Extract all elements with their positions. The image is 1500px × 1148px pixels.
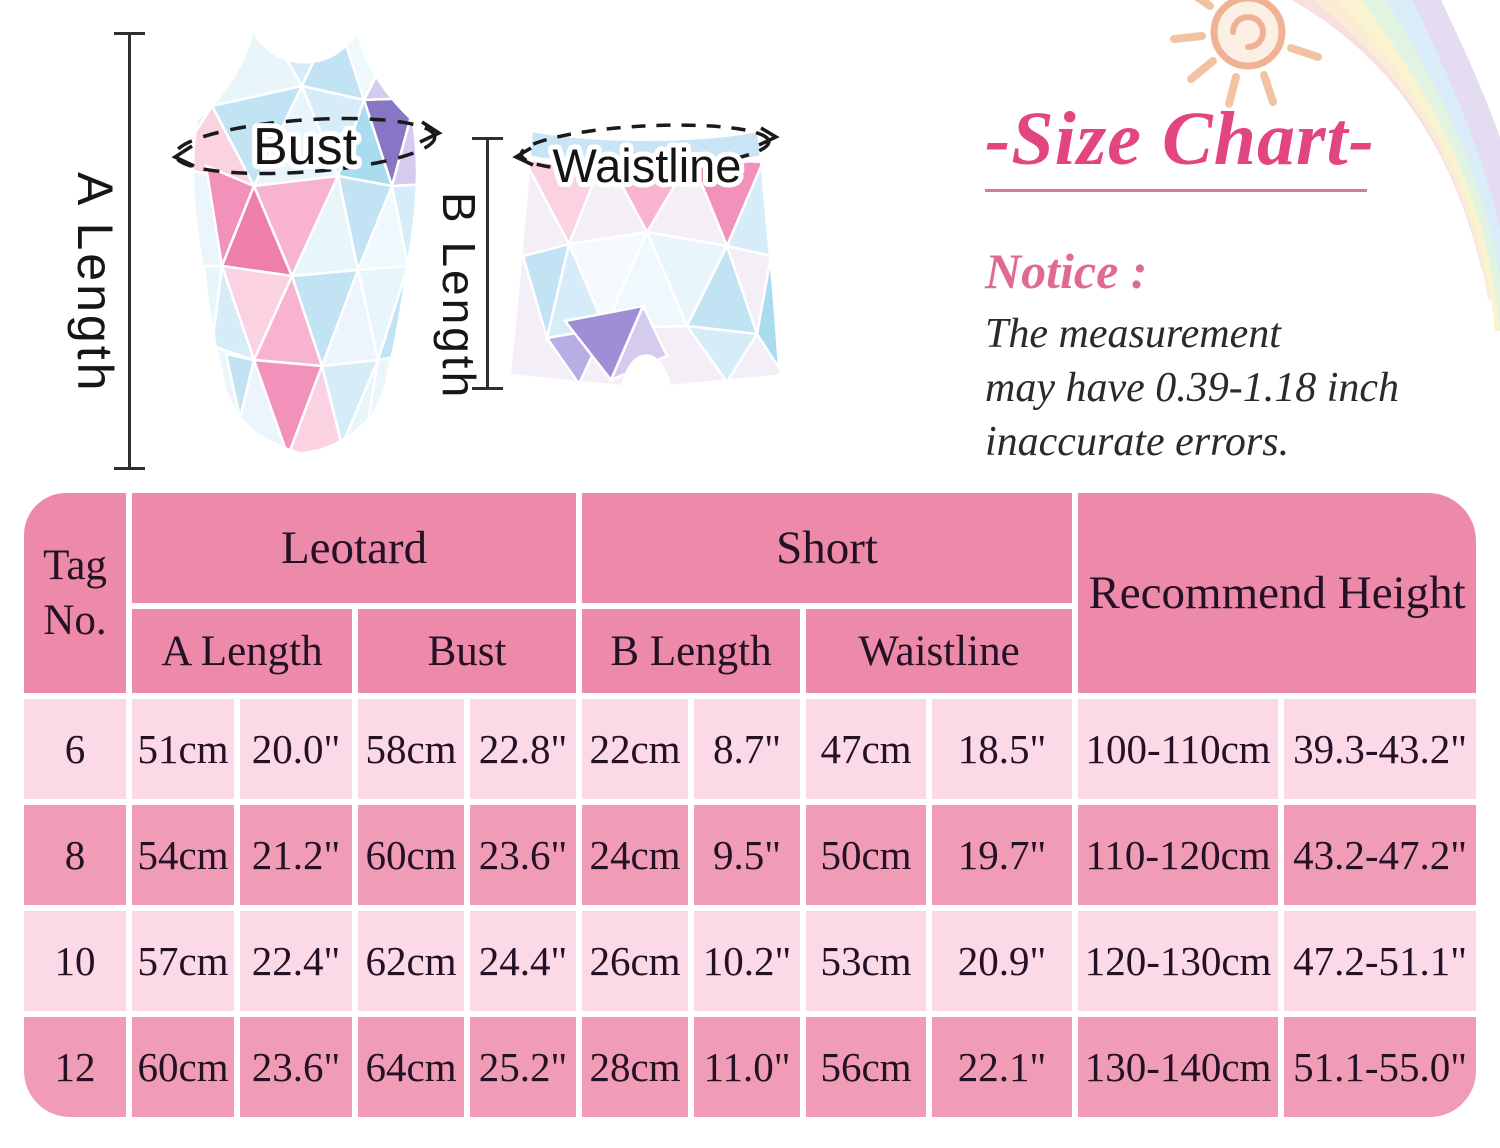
table-cell: 21.2" <box>240 805 352 905</box>
table-row: 6 51cm 20.0" 58cm 22.8" 22cm 8.7" 47cm 1… <box>24 699 1477 799</box>
table-cell: 26cm <box>582 911 689 1011</box>
col-header-a-length: A Length <box>132 609 352 693</box>
waistband <box>529 130 761 167</box>
notice-line: The measurement <box>985 311 1281 357</box>
table-cell: 23.6" <box>470 805 577 905</box>
notice-text: The measurement may have 0.39-1.18 inch … <box>985 308 1445 469</box>
table-cell: 51.1-55.0" <box>1284 1017 1477 1117</box>
table-cell: 22.8" <box>470 699 577 799</box>
a-length-measure-line <box>114 32 145 470</box>
tag-line: Tag <box>43 542 107 589</box>
table-cell: 22.4" <box>240 911 352 1011</box>
a-length-label: A Length <box>67 172 123 394</box>
table-cell: 62cm <box>358 911 464 1011</box>
table-cell: 24cm <box>582 805 689 905</box>
waistline-girth-ring <box>512 123 780 173</box>
table-cell: 43.2-47.2" <box>1284 805 1477 905</box>
size-table: Tag No. Leotard Short Recommend Height A… <box>18 487 1482 1123</box>
table-cell: 56cm <box>806 1017 927 1117</box>
notice-line: inaccurate errors. <box>985 418 1290 465</box>
table-cell: 22cm <box>582 699 689 799</box>
table-cell: 10.2" <box>694 911 801 1011</box>
table-cell: 19.7" <box>932 805 1073 905</box>
table-cell: 54cm <box>132 805 234 905</box>
table-row: 10 57cm 22.4" 62cm 24.4" 26cm 10.2" 53cm… <box>24 911 1477 1011</box>
table-cell: 47cm <box>806 699 927 799</box>
table-cell: 18.5" <box>932 699 1073 799</box>
b-length-label: B Length <box>433 192 485 401</box>
table-cell: 23.6" <box>240 1017 352 1117</box>
rainbow-icon <box>1291 0 1500 333</box>
tag-cell: 6 <box>24 699 126 799</box>
table-cell: 58cm <box>358 699 464 799</box>
table-cell: 28cm <box>582 1017 689 1117</box>
sun-icon <box>1170 0 1322 108</box>
table-cell: 100-110cm <box>1078 699 1279 799</box>
bust-girth-ring <box>171 116 443 176</box>
table-cell: 130-140cm <box>1078 1017 1279 1117</box>
table-cell: 53cm <box>806 911 927 1011</box>
col-header-bust: Bust <box>358 609 577 693</box>
title-underline <box>985 189 1367 192</box>
table-cell: 20.9" <box>932 911 1073 1011</box>
table-cell: 64cm <box>358 1017 464 1117</box>
table-row: 8 54cm 21.2" 60cm 23.6" 24cm 9.5" 50cm 1… <box>24 805 1477 905</box>
table-cell: 47.2-51.1" <box>1284 911 1477 1011</box>
table-cell: 8.7" <box>694 699 801 799</box>
col-header-waistline: Waistline <box>806 609 1073 693</box>
leotard-illustration: Bust <box>171 14 443 459</box>
table-cell: 110-120cm <box>1078 805 1279 905</box>
col-header-short: Short <box>582 493 1073 603</box>
table-cell: 60cm <box>132 1017 234 1117</box>
shorts-illustration: Waistline <box>506 123 785 390</box>
table-cell: 20.0" <box>240 699 352 799</box>
table-cell: 9.5" <box>694 805 801 905</box>
table-cell: 11.0" <box>694 1017 801 1117</box>
table-cell: 51cm <box>132 699 234 799</box>
tag-cell: 12 <box>24 1017 126 1117</box>
waistline-label: Waistline <box>553 139 742 192</box>
table-cell: 60cm <box>358 805 464 905</box>
table-cell: 50cm <box>806 805 927 905</box>
tag-cell: 10 <box>24 911 126 1011</box>
col-header-tag-no: Tag No. <box>24 493 126 693</box>
notice-line: may have 0.39-1.18 inch <box>985 364 1400 411</box>
bust-label: Bust <box>253 118 358 176</box>
col-header-b-length: B Length <box>582 609 801 693</box>
table-cell: 120-130cm <box>1078 911 1279 1011</box>
table-cell: 22.1" <box>932 1017 1073 1117</box>
col-header-leotard: Leotard <box>132 493 577 603</box>
collar-trim <box>247 19 363 64</box>
page-title: -Size Chart- <box>985 97 1375 181</box>
table-row: 12 60cm 23.6" 64cm 25.2" 28cm 11.0" 56cm… <box>24 1017 1477 1117</box>
b-length-measure-line <box>472 137 503 390</box>
table-cell: 25.2" <box>470 1017 577 1117</box>
table-cell: 24.4" <box>470 911 577 1011</box>
col-header-recommend-height: Recommend Height <box>1078 493 1477 693</box>
tag-cell: 8 <box>24 805 126 905</box>
table-cell: 39.3-43.2" <box>1284 699 1477 799</box>
notice-heading: Notice : <box>985 243 1148 299</box>
table-cell: 57cm <box>132 911 234 1011</box>
tag-line: No. <box>43 597 107 644</box>
